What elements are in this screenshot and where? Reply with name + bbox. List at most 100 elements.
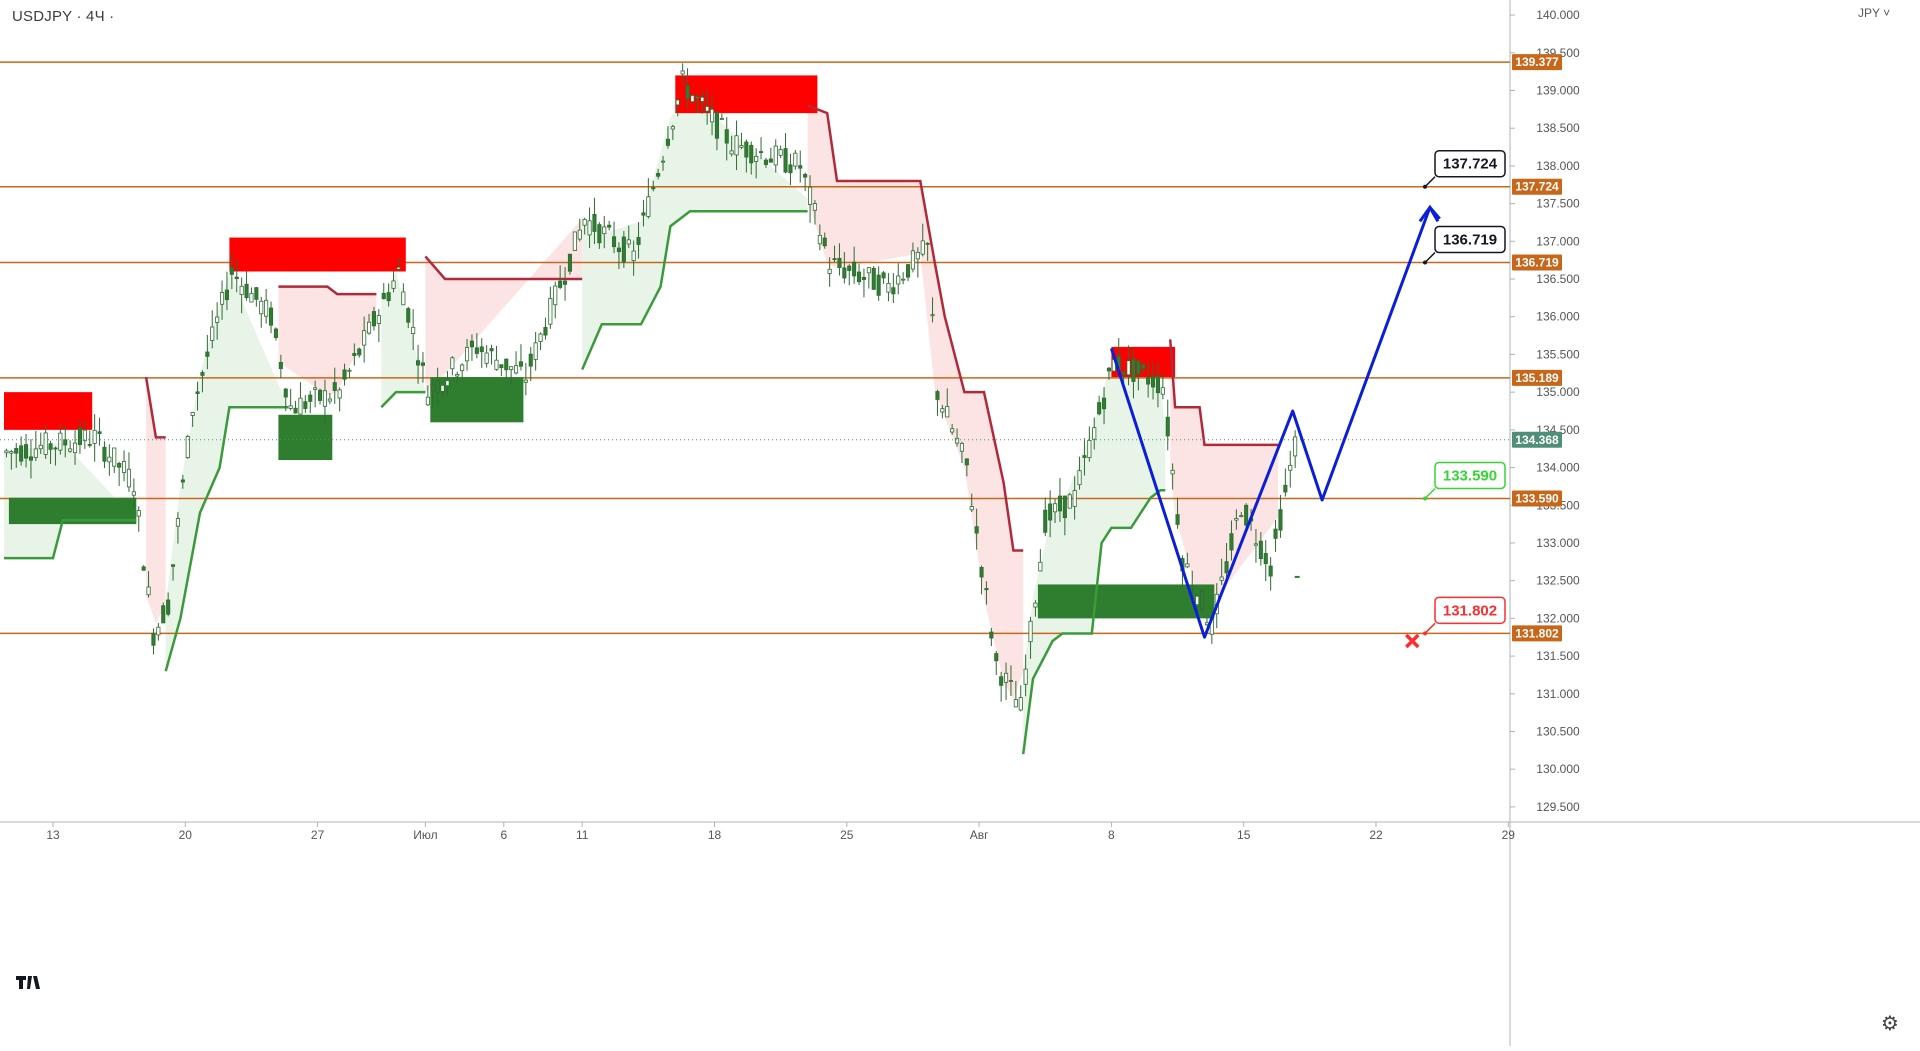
candle — [1038, 561, 1043, 572]
x-tick-label: 8 — [1108, 828, 1115, 842]
candle — [259, 300, 264, 315]
candle — [896, 275, 901, 285]
candle — [396, 266, 401, 270]
price-tag-label: 134.368 — [1515, 433, 1559, 447]
candle — [920, 240, 925, 255]
candle — [4, 450, 9, 454]
y-tick-label: 130.000 — [1536, 762, 1580, 776]
candle — [112, 447, 117, 467]
x-tick-label: Авг — [970, 828, 989, 842]
candle — [626, 239, 631, 245]
candle — [455, 373, 460, 377]
candle — [984, 588, 989, 591]
price-tag-bg — [1512, 490, 1562, 507]
candle — [381, 292, 386, 300]
candle — [670, 126, 675, 130]
trend-down-fill — [146, 377, 166, 624]
candle — [1273, 528, 1278, 539]
candle — [788, 164, 793, 174]
supply-zone — [229, 237, 406, 272]
candle — [352, 352, 357, 356]
candle — [734, 135, 739, 156]
candle — [161, 605, 166, 624]
candle — [1033, 602, 1038, 608]
candle — [1170, 469, 1175, 475]
entry-callout-dot — [1423, 496, 1427, 501]
candle — [783, 148, 788, 173]
entry-callout-leader — [1424, 487, 1436, 500]
candle — [386, 292, 391, 302]
candle — [1224, 561, 1229, 574]
candle — [484, 352, 489, 364]
candle — [1219, 576, 1224, 581]
candle — [1190, 586, 1195, 590]
candle — [1146, 377, 1151, 385]
trend-up-line — [164, 405, 289, 672]
candle — [935, 391, 940, 400]
supply-zone — [675, 75, 818, 114]
target-callout-leader — [1424, 176, 1436, 188]
candle — [1097, 402, 1102, 415]
candle — [979, 567, 984, 578]
candle — [945, 406, 950, 418]
candle — [499, 364, 504, 369]
candle — [170, 564, 176, 567]
candle — [332, 382, 337, 391]
x-tick-label: 29 — [1502, 828, 1516, 842]
x-tick-label: 15 — [1237, 828, 1251, 842]
gear-icon[interactable]: ⚙ — [1881, 1012, 1899, 1035]
stop-callout-label: 131.802 — [1443, 602, 1497, 619]
candle — [1195, 595, 1200, 606]
candle — [1175, 514, 1180, 525]
candle — [959, 443, 964, 452]
candle — [798, 165, 803, 169]
x-tick-label: 27 — [311, 828, 325, 842]
candle — [567, 253, 572, 272]
supply-zone — [4, 392, 93, 430]
price-tag-bg — [1512, 369, 1562, 386]
y-tick-label: 132.000 — [1536, 611, 1580, 625]
candle — [166, 599, 171, 615]
candle — [156, 626, 161, 636]
candle — [901, 278, 906, 281]
candle — [268, 307, 274, 326]
candle — [871, 267, 876, 290]
currency-dropdown[interactable]: JPY ˅ — [1858, 6, 1891, 20]
candle — [989, 631, 994, 639]
candle — [48, 443, 53, 450]
tradingview-logo-icon[interactable] — [10, 970, 48, 994]
trend-down-fill — [807, 105, 1024, 700]
candle — [861, 277, 866, 280]
trend-up-line — [1021, 488, 1166, 755]
y-tick-label: 135.500 — [1536, 347, 1580, 361]
candle — [563, 280, 568, 285]
candle — [1053, 503, 1058, 513]
candle — [445, 380, 450, 387]
candle — [808, 186, 813, 205]
candle — [803, 174, 808, 178]
candle — [999, 676, 1004, 686]
candle — [548, 298, 553, 325]
candle — [234, 276, 239, 280]
price-tag-label: 139.377 — [1515, 55, 1559, 69]
candle — [43, 432, 48, 455]
entry-callout-box — [1434, 461, 1506, 490]
y-tick-label: 131.000 — [1536, 687, 1580, 701]
candle — [224, 289, 230, 301]
candle — [376, 315, 381, 324]
candle — [538, 333, 543, 342]
candle — [322, 390, 327, 407]
candle — [313, 387, 318, 390]
candle — [136, 510, 141, 517]
candle — [146, 586, 151, 596]
candle — [1141, 364, 1146, 370]
candle — [391, 280, 396, 289]
candle — [1239, 515, 1244, 517]
symbol-title[interactable]: USDJPY · 4Ч · — [12, 8, 115, 25]
candle — [1278, 509, 1283, 531]
candle — [915, 251, 920, 260]
candle — [288, 405, 293, 409]
candle — [1288, 464, 1293, 471]
